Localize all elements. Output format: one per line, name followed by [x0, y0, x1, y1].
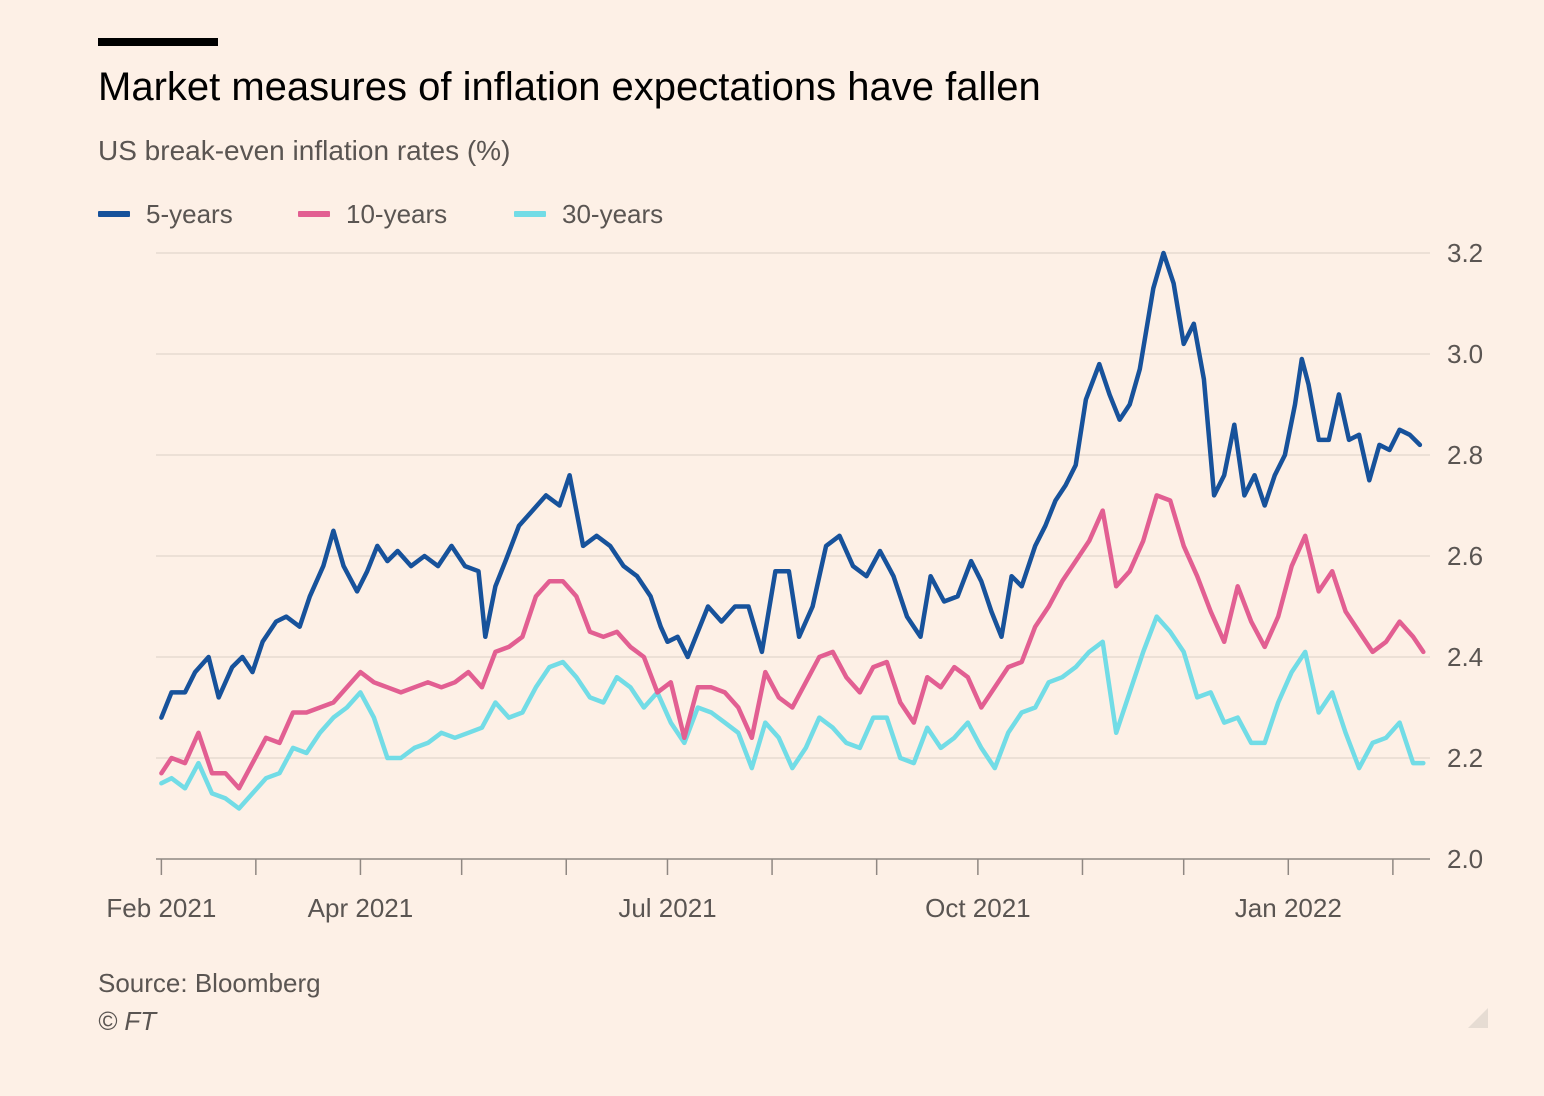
x-tick-label: Jan 2022: [1235, 893, 1342, 923]
y-tick-label: 2.4: [1447, 642, 1483, 672]
legend-label-10-years: 10-years: [346, 198, 448, 229]
x-tick-label: Jul 2021: [618, 893, 716, 923]
y-tick-label: 2.8: [1447, 440, 1483, 470]
source-note: Source: Bloomberg: [98, 968, 321, 998]
series-line-10-years: [159, 493, 1426, 791]
legend-item-10-years: 10-years: [298, 196, 447, 232]
y-tick-label: 3.0: [1447, 339, 1483, 369]
legend-item-5-years: 5-years: [98, 196, 233, 232]
legend-swatch-30-years: [514, 211, 546, 217]
legend-swatch-10-years: [298, 211, 330, 217]
y-tick-label: 3.2: [1447, 238, 1483, 268]
x-tick-label: Oct 2021: [925, 893, 1031, 923]
legend-swatch-5-years: [98, 211, 130, 217]
y-tick-label: 2.2: [1447, 743, 1483, 773]
x-tick-label: Apr 2021: [308, 893, 414, 923]
resize-corner-icon: [1468, 1008, 1488, 1028]
x-tick-label: Feb 2021: [106, 893, 216, 923]
legend-item-30-years: 30-years: [514, 196, 663, 232]
copyright-note: © FT: [98, 1006, 157, 1036]
chart-title: Market measures of inflation expectation…: [98, 65, 1041, 109]
y-tick-label: 2.6: [1447, 541, 1483, 571]
chart-subtitle: US break-even inflation rates (%): [98, 135, 511, 166]
title-rule: [98, 38, 218, 46]
legend-label-30-years: 30-years: [562, 198, 664, 229]
series-line-30-years: [159, 614, 1426, 811]
series-line-5-years: [159, 250, 1423, 720]
y-tick-label: 2.0: [1447, 844, 1483, 874]
legend-label-5-years: 5-years: [146, 198, 233, 229]
